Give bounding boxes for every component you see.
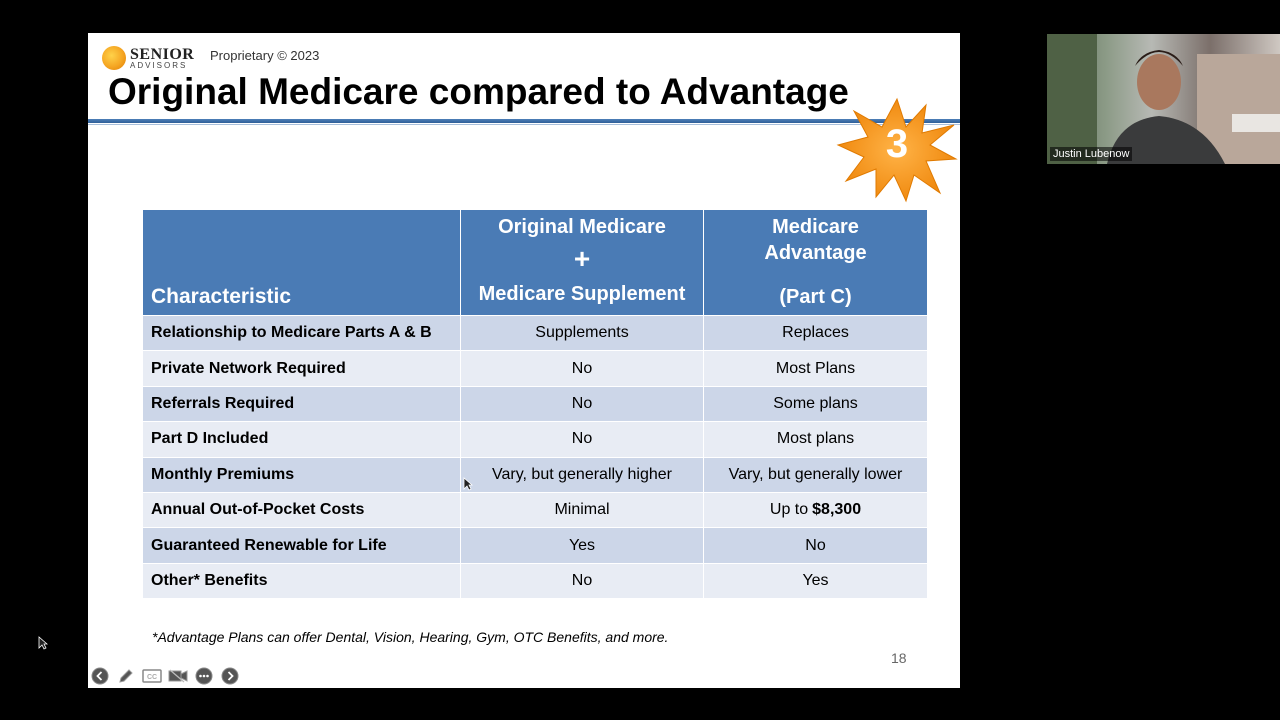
participant-video-frame — [1047, 34, 1280, 164]
table-row: Referrals Required No Some plans — [143, 385, 927, 422]
advantage-prefix: Up to — [769, 501, 809, 519]
slide-title: Original Medicare compared to Advantage — [108, 71, 849, 112]
slideshow-controls: CC — [90, 667, 240, 685]
row-advantage-value: Most Plans — [704, 350, 927, 385]
sun-logo-icon — [102, 46, 126, 70]
title-divider — [88, 119, 960, 123]
row-original-value: Supplements — [461, 315, 704, 351]
row-characteristic: Private Network Required — [143, 350, 461, 386]
header-medicare-advantage: Medicare Advantage (Part C) — [764, 216, 867, 308]
row-advantage-value: Yes — [704, 562, 927, 598]
row-characteristic: Other* Benefits — [143, 562, 461, 599]
participant-name: Justin Lubenow — [1050, 147, 1133, 161]
participant-video-tile[interactable]: Justin Lubenow — [1047, 34, 1280, 164]
starburst-badge-icon — [836, 97, 958, 203]
footnote: *Advantage Plans can offer Dental, Visio… — [152, 629, 669, 645]
table-row: Part D Included No Most plans — [143, 421, 927, 457]
row-characteristic: Referrals Required — [143, 385, 461, 422]
mouse-cursor-icon — [38, 636, 48, 650]
comparison-table: Characteristic Original Medicare + Medic… — [143, 210, 927, 599]
page-number: 18 — [891, 650, 907, 666]
row-original-value: Minimal — [461, 491, 704, 528]
row-original-value: No — [461, 421, 704, 457]
badge-number: 3 — [885, 122, 909, 166]
row-characteristic: Relationship to Medicare Parts A & B — [143, 315, 461, 351]
video-off-icon[interactable] — [168, 667, 188, 685]
table-row: Annual Out-of-Pocket Costs Minimal Up to… — [143, 491, 927, 528]
row-advantage-value: Vary, but generally lower — [704, 456, 927, 492]
next-slide-icon[interactable] — [220, 667, 240, 685]
table-row: Monthly Premiums Vary, but generally hig… — [143, 456, 927, 492]
senior-advisors-logo: SENIOR ADVISORS — [102, 45, 194, 71]
table-row: Guaranteed Renewable for Life Yes No — [143, 527, 927, 563]
row-original-value: No — [461, 385, 704, 422]
row-characteristic: Monthly Premiums — [143, 456, 461, 492]
row-original-value: Vary, but generally higher — [461, 456, 704, 492]
row-characteristic: Annual Out-of-Pocket Costs — [143, 491, 461, 528]
logo-subtitle: ADVISORS — [130, 60, 188, 70]
row-advantage-value: Replaces — [704, 315, 927, 350]
row-characteristic: Part D Included — [143, 421, 461, 457]
previous-slide-icon[interactable] — [90, 667, 110, 685]
advantage-amount: $8,300 — [812, 501, 862, 519]
table-header: Characteristic Original Medicare + Medic… — [143, 210, 927, 315]
row-advantage-value: Most plans — [704, 421, 927, 456]
table-row: Other* Benefits No Yes — [143, 562, 927, 599]
row-advantage-value: Some plans — [704, 385, 927, 421]
row-advantage-value: Up to $8,300 — [704, 491, 927, 527]
more-options-icon[interactable] — [194, 667, 214, 685]
logo-name: SENIOR — [130, 45, 195, 63]
header-original-medicare: Original Medicare + Medicare Supplement — [461, 210, 704, 315]
row-original-value: Yes — [461, 527, 704, 563]
pen-icon[interactable] — [116, 667, 136, 685]
table-row: Private Network Required No Most Plans — [143, 350, 927, 386]
closed-captions-icon[interactable]: CC — [142, 667, 162, 685]
row-characteristic: Guaranteed Renewable for Life — [143, 527, 461, 563]
title-divider-thin — [88, 124, 960, 125]
proprietary-notice: Proprietary © 2023 — [210, 48, 320, 63]
row-advantage-value: No — [704, 527, 927, 562]
table-row: Relationship to Medicare Parts A & B Sup… — [143, 315, 927, 351]
row-original-value: No — [461, 562, 704, 599]
presentation-slide: SENIOR ADVISORS Proprietary © 2023 Origi… — [88, 33, 960, 688]
mouse-cursor-icon — [463, 477, 473, 491]
header-characteristic: Characteristic — [143, 210, 461, 315]
svg-text:CC: CC — [147, 674, 157, 681]
row-original-value: No — [461, 350, 704, 386]
